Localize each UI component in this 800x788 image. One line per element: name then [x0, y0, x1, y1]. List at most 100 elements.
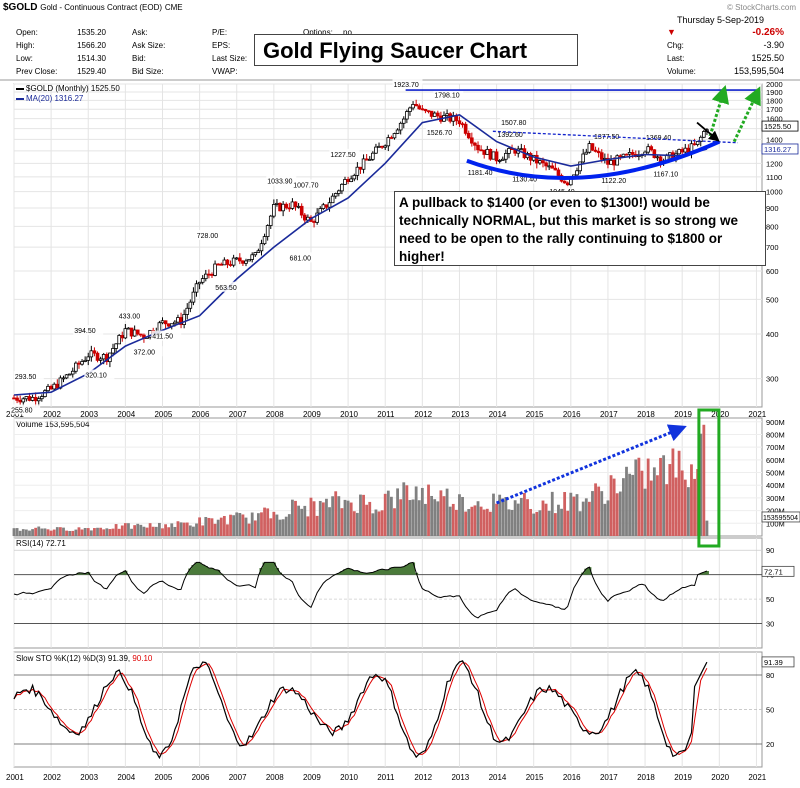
volume-bar [618, 491, 622, 536]
saucer-arc [466, 139, 721, 180]
price-data-label: 1392.60 [497, 132, 522, 139]
price-candle [337, 189, 341, 197]
volume-bar [414, 486, 418, 536]
volume-bar [473, 505, 477, 536]
pullback-arrow [696, 121, 720, 142]
price-candle [652, 149, 657, 159]
volume-bar [167, 527, 171, 536]
candle-body [584, 151, 589, 155]
volume-bar [368, 501, 372, 536]
candle-body [200, 278, 205, 283]
volume-bar [677, 450, 681, 536]
price-candle [488, 148, 493, 161]
candle-body [556, 169, 561, 176]
year-axis-label: 2014 [489, 410, 507, 419]
volume-bar [21, 529, 25, 536]
price-data-label: 1122.20 [601, 178, 626, 185]
volume-bar [495, 503, 498, 536]
price-candle [330, 193, 335, 204]
price-data-label: 1007.70 [293, 182, 318, 189]
candle-body [482, 149, 487, 155]
year-axis-label: 2009 [303, 410, 321, 419]
candle-body [565, 182, 570, 186]
legend-swatch-ma [16, 98, 24, 100]
volume-bar [71, 530, 75, 536]
price-candle [114, 343, 118, 353]
candle-body [231, 257, 236, 266]
volume-bar [207, 517, 211, 536]
price-candle [40, 394, 44, 402]
candle-body [432, 112, 437, 117]
candle-body [228, 264, 233, 266]
price-candle [327, 197, 332, 212]
candle-body [30, 396, 35, 401]
volume-bar [581, 501, 585, 536]
year-axis-label: 2006 [192, 773, 210, 782]
candle-body [173, 321, 177, 325]
price-candle [265, 224, 270, 241]
price-candle [80, 359, 84, 366]
data-label-bg [433, 89, 464, 100]
data-label-bg [292, 179, 323, 190]
data-label-bg [117, 310, 148, 321]
candle-body [423, 109, 428, 112]
sto-d-line [13, 662, 708, 755]
candle-body [621, 153, 626, 157]
volume-bar [222, 515, 226, 536]
volume-bar [312, 501, 316, 536]
price-axis-label: 1900 [766, 88, 783, 97]
volume-bar [179, 522, 183, 536]
candle-body [182, 314, 186, 325]
volume-bar [547, 510, 551, 536]
price-candle [182, 309, 186, 329]
volume-bar [269, 518, 273, 536]
price-candle [197, 281, 202, 290]
candle-body [327, 202, 332, 208]
candle-body [408, 107, 412, 112]
volume-bar [145, 527, 149, 536]
candle-body [117, 335, 121, 345]
rsi-tag: 72.71 [764, 567, 783, 576]
candle-body [299, 205, 304, 216]
volume-bar [482, 509, 486, 536]
volume-bar [640, 470, 644, 536]
volume-bar [28, 530, 31, 536]
candle-body [624, 153, 629, 156]
volume-bar [309, 497, 313, 536]
volume-bar [430, 495, 434, 536]
price-candle [584, 148, 589, 155]
year-axis-label: 2019 [674, 773, 692, 782]
volume-bar [646, 458, 650, 536]
data-label-bg [392, 79, 423, 90]
volume-bar [523, 493, 526, 536]
candle-body [40, 396, 44, 400]
price-axis-label: 1400 [766, 135, 783, 144]
year-axis-label: 2011 [377, 410, 395, 419]
year-axis-label: 2018 [637, 773, 655, 782]
volume-trend-arrow [496, 424, 687, 505]
volume-bar [306, 516, 310, 536]
year-axis-label: 2001 [6, 773, 24, 782]
ask-size-label: Ask Size: [132, 41, 166, 50]
volume-bar [476, 501, 480, 536]
volume-bar [532, 513, 536, 536]
candle-body [139, 333, 143, 336]
volume-bar [250, 512, 254, 536]
price-data-label: 394.50 [74, 328, 96, 335]
volume-bar [557, 504, 560, 536]
volume-bar [226, 524, 229, 536]
candle-body [587, 143, 592, 153]
price-candle [340, 183, 344, 195]
volume-bar [130, 528, 133, 536]
volume-bar [133, 525, 137, 536]
price-candle [163, 320, 168, 329]
candle-body [259, 243, 264, 252]
volume-bar [393, 508, 396, 536]
candle-body [55, 383, 60, 389]
candle-body [74, 362, 78, 372]
volume-bar [120, 525, 124, 536]
volume-bar [470, 506, 474, 536]
volume-bar [631, 474, 635, 536]
volume-bar [686, 487, 690, 536]
price-candle [392, 132, 397, 140]
